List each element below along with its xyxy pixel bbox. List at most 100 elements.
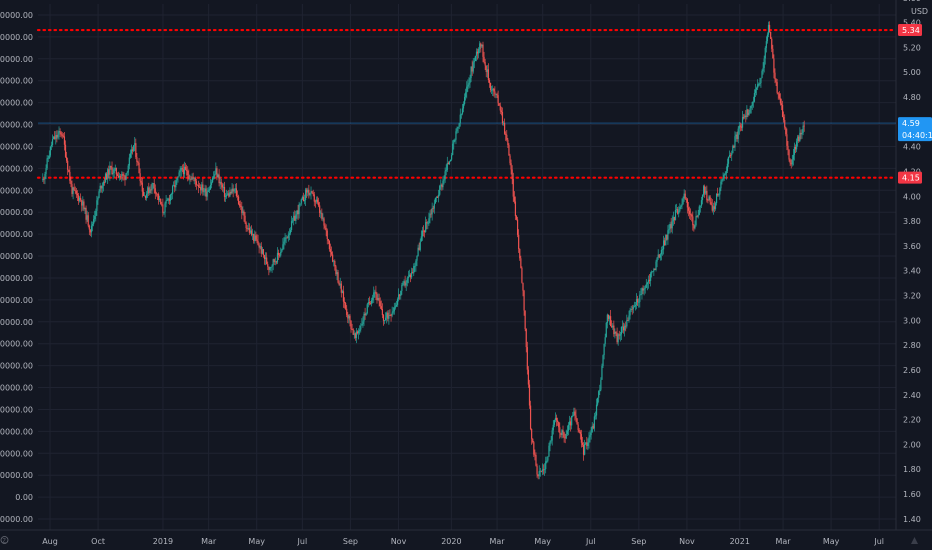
right-axis-tick-label: 3.60 [903, 242, 921, 251]
candle-body [316, 199, 319, 203]
candle-body [712, 206, 714, 211]
left-price-axis[interactable]: 880000.00 840000.00 800000.00 760000.00 7200… [0, 11, 33, 524]
candle-body [644, 287, 646, 289]
candle-body [568, 421, 571, 425]
candle-body [725, 171, 727, 174]
candle-body [139, 173, 141, 182]
candle-body [480, 43, 482, 47]
candle-body [606, 314, 608, 323]
candle-body [415, 260, 417, 266]
candle-body [772, 48, 774, 59]
candle-body [411, 272, 413, 278]
candle-body [610, 316, 612, 327]
candle-body [82, 201, 84, 206]
candle-body [743, 117, 745, 118]
candle-body [700, 200, 703, 206]
candle-body [532, 438, 534, 443]
candle-body [149, 189, 151, 193]
candle-body [461, 108, 464, 114]
candle-body [442, 180, 444, 188]
candle-body [752, 101, 754, 103]
candle-body [324, 225, 326, 228]
candle-body [462, 104, 465, 109]
left-axis-tick-label: 680000.00 [0, 121, 33, 130]
candle-body [256, 239, 258, 241]
candle-body [523, 290, 525, 311]
candle-body [671, 221, 673, 229]
candle-body [435, 197, 438, 199]
candle-body [431, 208, 433, 215]
candle-body [421, 230, 424, 237]
candle-body [427, 223, 429, 224]
candle-body [468, 83, 470, 85]
candle-body [305, 189, 307, 200]
candle-body [425, 222, 427, 233]
candle-body [129, 153, 132, 158]
candle-body [242, 211, 244, 214]
tradingview-logo-icon[interactable]: Z [0, 536, 9, 545]
scroll-to-latest-icon[interactable] [911, 537, 918, 544]
candle-body [96, 200, 98, 211]
candle-body [173, 185, 175, 187]
candle-body [234, 188, 236, 190]
candle-body [735, 134, 737, 137]
candle-body [684, 193, 686, 199]
candle-body [713, 206, 716, 209]
candle-body [734, 136, 736, 148]
candle-body [439, 185, 441, 195]
candle-body [800, 132, 802, 135]
candle-body [247, 228, 249, 229]
candle-body [266, 257, 268, 265]
candle-body [779, 98, 781, 104]
candle-body [307, 189, 309, 193]
candle-body [396, 299, 399, 305]
time-axis[interactable]: Aug Oct 2019 Mar May Jul Sep Nov 2020 Mar May Jul Se… [42, 537, 884, 546]
candle-body [533, 442, 535, 455]
candle-body [513, 196, 515, 202]
candle-body [652, 271, 654, 272]
candle-body [51, 139, 54, 145]
candle-body [47, 158, 49, 160]
candle-body [401, 284, 403, 291]
candle-body [121, 174, 123, 176]
price-tags: 5.34 4.15 4.59 04:40:18 [898, 24, 932, 184]
candle-body [501, 111, 504, 124]
horizontal-lines[interactable] [36, 28, 898, 179]
candle-body [419, 241, 421, 250]
candle-body [404, 281, 406, 286]
candle-body [594, 415, 597, 417]
candle-body [750, 105, 752, 109]
candle-body [98, 191, 100, 198]
candle-body [201, 184, 203, 191]
candle-body [165, 200, 167, 204]
candle-body [269, 267, 271, 270]
candle-body [781, 105, 784, 118]
candle-body [241, 207, 243, 214]
candle-body [277, 252, 280, 255]
time-axis-label: Oct [91, 537, 105, 546]
candle-body [74, 190, 76, 192]
candle-body [757, 84, 759, 88]
candle-body [717, 193, 719, 196]
candle-body [249, 230, 252, 233]
right-axis-tick-label: 5.60 [903, 0, 921, 3]
candle-body [771, 38, 773, 49]
candle-body [58, 131, 60, 135]
candle-body [237, 196, 240, 204]
left-axis-tick-label: 560000.00 [0, 186, 33, 195]
candle-body [315, 199, 318, 202]
candle-body [658, 254, 660, 258]
candle-body [320, 212, 322, 214]
candle-body [661, 249, 664, 251]
candle-body [497, 95, 499, 104]
left-axis-tick-label: 760000.00 [0, 77, 33, 86]
candle-body [704, 186, 706, 194]
left-axis-tick-label: 440000.00 [0, 252, 33, 261]
candle-body [534, 454, 536, 456]
candle-body [181, 167, 183, 170]
time-axis-label: Mar [775, 537, 791, 546]
candle-body [245, 222, 247, 229]
candle-body [407, 276, 409, 279]
candle-body [521, 267, 523, 283]
